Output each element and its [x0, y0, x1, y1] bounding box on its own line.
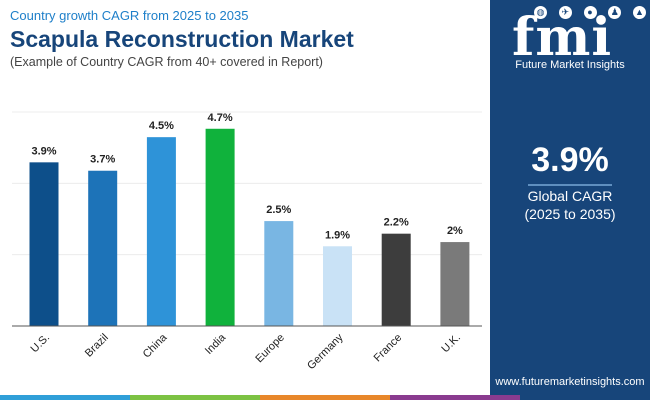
- bulb-icon: ●: [583, 6, 597, 19]
- chart-header: Country growth CAGR from 2025 to 2035 Sc…: [10, 8, 490, 70]
- data-label-0: 3.9%: [31, 145, 56, 157]
- person-icon: ♟: [608, 6, 622, 19]
- data-label-6: 2.2%: [384, 217, 409, 229]
- panel-divider: [528, 184, 612, 186]
- bottom-bar-segment-4: [520, 395, 650, 400]
- side-panel: ◍ ✈ ● ♟ ▲ fmi Future Market Insights 3.9…: [490, 0, 650, 400]
- plane-icon: ✈: [558, 6, 572, 19]
- global-cagr-label: Global CAGR: [527, 188, 613, 204]
- logo-mark: fmi: [512, 7, 613, 68]
- data-label-5: 1.9%: [325, 229, 350, 241]
- website-link[interactable]: www.futuremarketinsights.com: [495, 376, 645, 388]
- logo-icon-row: ◍ ✈ ● ♟ ▲: [534, 6, 646, 22]
- bar-chart: 3.9% U.S. 3.7% Brazil 4.5% China 4.7% India 2.5%…: [12, 111, 482, 372]
- global-cagr-value: 3.9%: [531, 141, 609, 179]
- bar-7: [440, 242, 470, 326]
- x-tick-label-6: France: [372, 332, 405, 365]
- fmi-logo: ◍ ✈ ● ♟ ▲ fmi Future Market Insights: [490, 0, 650, 80]
- x-tick-label-5: Germany: [305, 331, 346, 372]
- x-tick-label-1: Brazil: [83, 332, 111, 360]
- chart-note: (Example of Country CAGR from 40+ covere…: [10, 55, 323, 69]
- global-cagr-range: (2025 to 2035): [524, 206, 616, 222]
- bar-3: [205, 128, 235, 326]
- x-tick-label-3: India: [203, 331, 229, 357]
- globe-icon: ◍: [534, 6, 547, 19]
- bottom-bar-segment-2: [260, 395, 390, 400]
- bar-6: [381, 233, 411, 326]
- data-label-4: 2.5%: [266, 204, 291, 216]
- data-label-7: 2%: [447, 225, 463, 237]
- bar-2: [146, 137, 176, 326]
- bar-1: [88, 170, 118, 326]
- data-label-3: 4.7%: [208, 112, 233, 124]
- x-tick-label-0: U.S.: [28, 332, 52, 356]
- bottom-bar-segment-3: [390, 395, 520, 400]
- bottom-bar-segment-1: [130, 395, 260, 400]
- data-label-2: 4.5%: [149, 120, 174, 132]
- chart-title: Scapula Reconstruction Market: [10, 26, 354, 52]
- chart-subtitle: Country growth CAGR from 2025 to 2035: [10, 8, 249, 23]
- bar-0: [29, 162, 59, 326]
- chart-icon: ▲: [633, 6, 646, 19]
- bar-4: [264, 221, 294, 326]
- bar-5: [323, 246, 352, 326]
- x-tick-label-7: U.K.: [439, 332, 463, 356]
- data-label-1: 3.7%: [90, 154, 115, 166]
- x-tick-label-4: Europe: [253, 332, 287, 366]
- x-tick-label-2: China: [141, 331, 170, 360]
- bottom-color-bar: [0, 395, 650, 400]
- bottom-bar-segment-0: [0, 395, 130, 400]
- logo-text: Future Market Insights: [515, 59, 625, 71]
